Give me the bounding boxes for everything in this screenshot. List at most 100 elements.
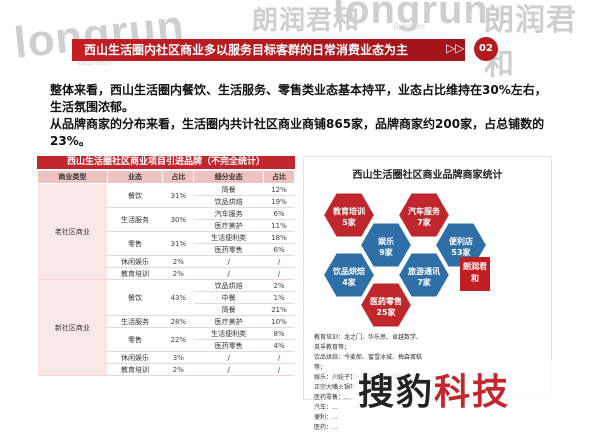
- section-number-badge: 02: [474, 37, 498, 61]
- business-type-cell: 新社区商业: [37, 279, 108, 376]
- category-share-cell: 22%: [162, 327, 194, 352]
- category-cell: 零售: [107, 327, 163, 352]
- hex-count: 25家: [376, 307, 396, 317]
- table-row: 医药零售 4%: [38, 339, 295, 352]
- hex-label: 便利店: [449, 236, 473, 246]
- sub-share-cell: 11%: [263, 219, 295, 232]
- hex-count: 7家: [417, 217, 432, 227]
- sub-share-cell: /: [263, 267, 295, 280]
- business-type-cell: 老社区商业: [37, 183, 108, 280]
- hex-label: 医药零售: [370, 296, 402, 306]
- hex-diagram: 教育培训5家汽车服务7家娱乐9家便利店53家饮品烘焙4家旅游通讯7家医药零售25…: [321, 191, 489, 329]
- hex-shape: [321, 251, 377, 299]
- hex-shape: [396, 251, 452, 299]
- sub-share-cell: /: [263, 255, 295, 268]
- col-header: 占比: [263, 170, 295, 184]
- category-share-cell: 31%: [162, 231, 194, 256]
- brand-table: 商业类型 业态 占比 细分业态 占比 老社区商业 餐饮 31% 简餐 12% 饮品烘焙 19…: [37, 170, 295, 376]
- hex-count: 5家: [342, 217, 357, 227]
- hex-count: 7家: [417, 277, 432, 287]
- col-header: 占比: [162, 170, 195, 184]
- table-row: 中餐 1%: [38, 291, 295, 304]
- category-share-cell: 31%: [162, 183, 194, 208]
- col-header: 业态: [106, 170, 164, 184]
- sub-category-cell: 生活便利类: [193, 231, 264, 244]
- category-share-cell: 3%: [162, 351, 194, 364]
- category-cell: 休闲娱乐: [107, 351, 163, 364]
- brand-note-line: 医药：...: [314, 424, 338, 431]
- banner-title: 西山生活圈内社区商业多以服务目标客群的日常消费业态为主: [84, 43, 409, 57]
- sub-category-cell: 汽车服务: [193, 207, 264, 220]
- sub-share-cell: 12%: [263, 183, 295, 196]
- table-title: 西山生活圈社区商业项目引进品牌（不完全统计）: [37, 156, 295, 169]
- sub-share-cell: 6%: [263, 207, 295, 220]
- category-share-cell: 2%: [162, 255, 194, 268]
- hex-count: 53家: [451, 247, 471, 257]
- category-cell: 餐饮: [107, 183, 163, 208]
- hex-shape: [396, 191, 452, 239]
- watermark-cn: 朗润君和: [484, 4, 577, 81]
- brand-note-line: 教育培训：龙之门、华乐思、卓越数学、英孚教育等；: [314, 334, 423, 351]
- sohu-logo: 搜豹科技: [358, 363, 510, 415]
- category-share-cell: 30%: [162, 207, 194, 232]
- table-row: 零售 22% 生活便利类 8%: [38, 327, 295, 352]
- table-row: 新社区商业 餐饮 43% 饮品烘焙 2%: [37, 279, 295, 376]
- category-cell: 零售: [107, 231, 163, 256]
- table-row: 简餐 21%: [38, 303, 295, 316]
- qr-code: 朗润君和: [460, 257, 490, 291]
- hex-shape: [358, 281, 414, 329]
- arrow-right-icon: ▷▷: [446, 41, 465, 55]
- sub-share-cell: 19%: [263, 195, 295, 208]
- brand-note-line: 便利：...: [314, 414, 338, 421]
- sub-category-cell: 医药零售: [193, 339, 264, 352]
- col-header: 商业类型: [37, 170, 108, 184]
- logo-part-2: 科技: [434, 372, 511, 413]
- hex-label: 旅游通讯: [408, 266, 440, 276]
- watermark-brand: longrun: [333, 0, 489, 32]
- sub-category-cell: /: [193, 363, 264, 376]
- category-share-cell: 43%: [162, 279, 194, 316]
- category-cell: 教育培训: [107, 267, 163, 280]
- table-row: 教育培训 2% / /: [38, 267, 295, 280]
- sub-share-cell: 4%: [263, 339, 295, 352]
- hex-count: 9家: [379, 247, 394, 257]
- table-row: 老社区商业 餐饮 31% 简餐 12%: [37, 183, 295, 280]
- summary-paragraph-1: 整体来看，西山生活圈内餐饮、生活服务、零售类业态基本持平，业态占比维持在30%左…: [50, 83, 547, 114]
- sub-category-cell: 医疗美护: [193, 315, 264, 328]
- sub-share-cell: 6%: [263, 243, 295, 256]
- sub-category-cell: 简餐: [193, 183, 264, 196]
- sub-share-cell: 18%: [263, 231, 295, 244]
- hex-count: 4家: [342, 277, 357, 287]
- brand-note-line: 饮品烘焙：今麦郎、蜜雪冰城、梅森蛋糕等；: [314, 354, 423, 371]
- sub-share-cell: 21%: [263, 303, 295, 316]
- sub-category-cell: 医药零售: [193, 243, 264, 256]
- brand-note-line: 汽车：...: [314, 404, 338, 411]
- sub-category-cell: 生活便利类: [193, 327, 264, 340]
- category-share-cell: 28%: [162, 315, 194, 328]
- table-row: 休闲娱乐 2% / /: [38, 255, 295, 268]
- watermark-business: Business: [393, 22, 426, 31]
- table-row: 零售 31% 生活便利类 18%: [38, 231, 295, 256]
- logo-part-1: 搜豹: [358, 372, 435, 413]
- sub-category-cell: 简餐: [193, 303, 264, 316]
- logo-background: [352, 360, 572, 412]
- sub-share-cell: 10%: [263, 315, 295, 328]
- panel-title: 西山生活圈社区商业品牌商家统计: [352, 170, 503, 181]
- table-row: 医疗美护 11%: [38, 219, 295, 232]
- sub-category-cell: 中餐: [193, 291, 264, 304]
- category-share-cell: 2%: [162, 267, 194, 280]
- summary-paragraph-2: 从品牌商家的分布来看，生活圈内共计社区商业商铺865家，品牌商家约200家，占总…: [50, 117, 545, 148]
- category-cell: 生活服务: [107, 207, 163, 232]
- hex-label: 饮品烘焙: [332, 266, 365, 276]
- hex-label: 教育培训: [332, 206, 365, 216]
- sub-category-cell: /: [193, 255, 264, 268]
- brand-note-line: 医药零售：...: [314, 394, 350, 401]
- sub-category-cell: /: [193, 267, 264, 280]
